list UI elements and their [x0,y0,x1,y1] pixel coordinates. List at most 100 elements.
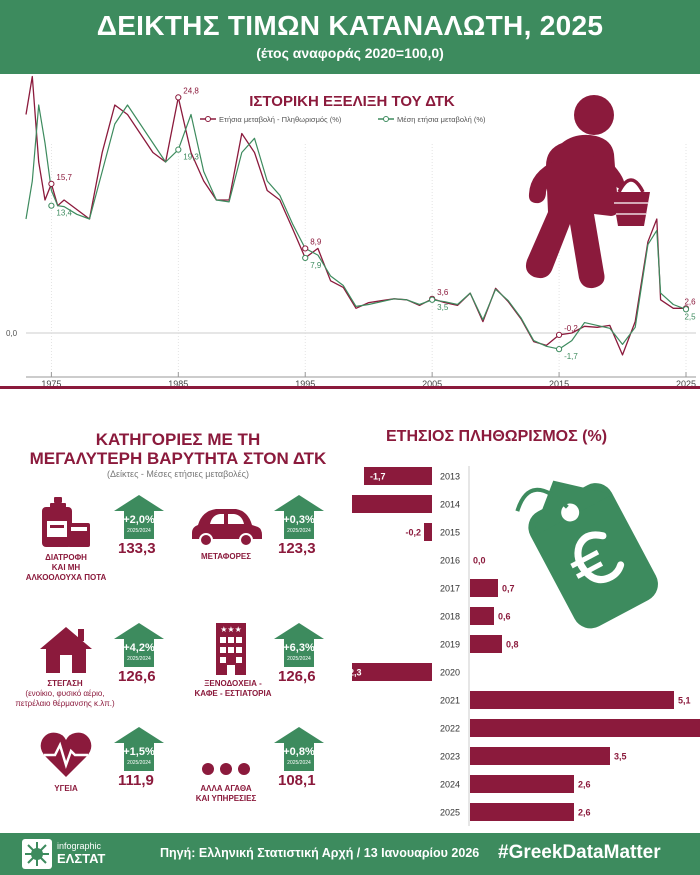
history-title: ΙΣΤΟΡΙΚΗ ΕΞΕΛΙΞΗ ΤΟΥ ΔΤΚ [249,93,455,110]
category-value: 123,3 [278,540,316,557]
bar-year-label: 2016 [440,556,460,566]
inflation-bar [424,523,432,541]
source-note: Πηγή: Ελληνική Στατιστική Αρχή / 13 Ιανο… [160,846,480,860]
category-value: 126,6 [278,668,316,685]
page-subtitle: (έτος αναφοράς 2020=100,0) [256,45,444,61]
annotation-marker [302,245,309,252]
annotation-label: 8,9 [310,237,322,246]
category-label: ΣΤΕΓΑΣΗ (ενοίκιο, φυσικό αέριο, πετρέλαι… [15,679,115,708]
bar-value-label: -0,2 [405,528,421,538]
inflation-bar [364,467,432,485]
annotation-marker [682,306,690,313]
annotation-label: -1,7 [564,352,578,361]
house-icon [38,623,94,679]
inflation-bar [352,663,432,681]
change-arrow: +0,3% 2025/2024 [274,495,324,539]
period-label: 2025/2024 [287,656,311,662]
legend-mean-label: Μέση ετήσια μεταβολή (%) [397,115,486,124]
bar-value-label: 0,0 [473,556,486,566]
annotation-label: 3,6 [437,288,449,297]
car-icon [188,495,264,551]
hotel-icon: ★★★ [208,623,264,679]
change-arrow: +0,8% 2025/2024 [274,727,324,771]
category-transport: ΜΕΤΑΦΟΡΕΣ +0,3% 2025/2024 123,3 [178,495,348,605]
history-chart: ΙΣΤΟΡΙΚΗ ΕΞΕΛΙΞΗ ΤΟΥ ΔΤΚ Ετήσια μεταβολή… [6,75,696,389]
change-arrow: +1,5% 2025/2024 [114,727,164,771]
inflation-bar-chart: 2013-1,72014-2,62015-0,220160,020170,720… [352,466,700,826]
header-banner: ΔΕΙΚΤΗΣ ΤΙΜΩΝ ΚΑΤΑΝΑΛΩΤΗ, 2025 (έτος ανα… [0,0,700,74]
inflation-bar [470,607,494,625]
period-label: 2025/2024 [127,528,151,534]
period-label: 2025/2024 [287,760,311,766]
x-tick-label: 1975 [41,379,61,389]
shopper-with-basket-icon [525,95,650,289]
inflation-bar [470,803,574,821]
period-label: 2025/2024 [127,656,151,662]
annotation-marker [48,180,55,187]
bar-year-label: 2017 [440,584,460,594]
annotation-marker [175,146,182,153]
svg-text:★★★: ★★★ [220,625,242,634]
inflation-bar [352,495,432,513]
bar-value-label: 0,7 [502,584,515,594]
change-arrow: +2,0% 2025/2024 [114,495,164,539]
bar-value-label: -1,7 [370,472,386,482]
bar-value-label: 0,6 [498,612,511,622]
category-label: ΜΕΤΑΦΟΡΕΣ [200,552,252,561]
bar-year-label: 2013 [440,472,460,482]
bar-year-label: 2018 [440,612,460,622]
mean-change-line [25,104,687,350]
bar-year-label: 2022 [440,724,460,734]
hashtag: #GreekDataMatter [498,842,661,863]
bar-year-label: 2020 [440,668,460,678]
bar-year-label: 2019 [440,640,460,650]
page-title: ΔΕΙΚΤΗΣ ΤΙΜΩΝ ΚΑΤΑΝΑΛΩΤΗ, 2025 [96,10,604,41]
annotation-label: 2,6 [684,297,696,306]
category-change: +1,5% [123,746,155,758]
categories-subtitle: (Δείκτες - Μέσες ετήσιες μεταβολές) [106,469,249,479]
x-tick-label: 2005 [422,379,442,389]
logo-name: ΕΛΣΤΑΤ [57,851,106,866]
bar-value-label: 2,6 [578,780,591,790]
change-arrow: +6,3% 2025/2024 [274,623,324,667]
x-tick-label: 2015 [549,379,569,389]
inflation-bar [470,635,502,653]
x-tick-label: 1995 [295,379,315,389]
annotation-marker [175,94,182,101]
euro-price-tag-icon [515,480,658,629]
category-housing: ΣΤΕΓΑΣΗ (ενοίκιο, φυσικό αέριο, πετρέλαι… [15,623,188,733]
period-label: 2025/2024 [287,528,311,534]
category-value: 133,3 [118,540,156,557]
annotation-label: 2,5 [684,312,696,321]
category-label: ΞΕΝΟΔΟΧΕΙΑ - ΚΑΦΕ - ΕΣΤΙΑΤΟΡΙΑ [194,679,272,698]
annotation-label: 3,5 [437,303,449,312]
bar-year-label: 2015 [440,528,460,538]
category-food: ΔΙΑΤΡΟΦΗ ΚΑΙ ΜΗ ΑΛΚΟΟΛΟΥΧΑ ΠΟΤΑ +2,0% 20… [18,495,188,605]
x-tick-label: 1985 [168,379,188,389]
period-label: 2025/2024 [127,760,151,766]
legend-annual: Ετήσια μεταβολή - Πληθωρισμός (%) [200,115,342,124]
categories-title-line1: ΚΑΤΗΓΟΡΙΕΣ ΜΕ ΤΗ [95,430,261,449]
dots-icon [198,727,254,783]
x-tick-label: 2025 [676,379,696,389]
category-change: +2,0% [123,514,155,526]
category-change: +0,8% [283,746,315,758]
category-value: 111,9 [118,772,154,789]
annotation-label: 24,8 [183,86,199,95]
category-hotels: ★★★ ΞΕΝΟΔΟΧΕΙΑ - ΚΑΦΕ - ΕΣΤΙΑΤΟΡΙΑ +6,3%… [178,623,348,733]
bar-year-label: 2014 [440,500,460,510]
annotation-marker [48,202,55,209]
bar-value-label: 3,5 [614,752,627,762]
categories-title: ΚΑΤΗΓΟΡΙΕΣ ΜΕ ΤΗ ΜΕΓΑΛΥΤΕΡΗ ΒΑΡΥΤΗΤΑ ΣΤΟ… [8,430,348,468]
inflation-bar [470,719,700,737]
legend-annual-label: Ετήσια μεταβολή - Πληθωρισμός (%) [219,115,342,124]
annotation-label: 15,7 [56,173,72,182]
category-health: ΥΓΕΙΑ +1,5% 2025/2024 111,9 [18,727,188,837]
inflation-bar [470,747,610,765]
elstat-logo-icon [22,839,52,869]
change-arrow: +4,2% 2025/2024 [114,623,164,667]
bar-value-label: 2,6 [578,808,591,818]
category-label: ΥΓΕΙΑ [54,784,78,793]
inflation-title: ΕΤΗΣΙΟΣ ΠΛΗΘΩΡΙΣΜΟΣ (%) [386,428,608,445]
annotation-marker [555,346,563,353]
